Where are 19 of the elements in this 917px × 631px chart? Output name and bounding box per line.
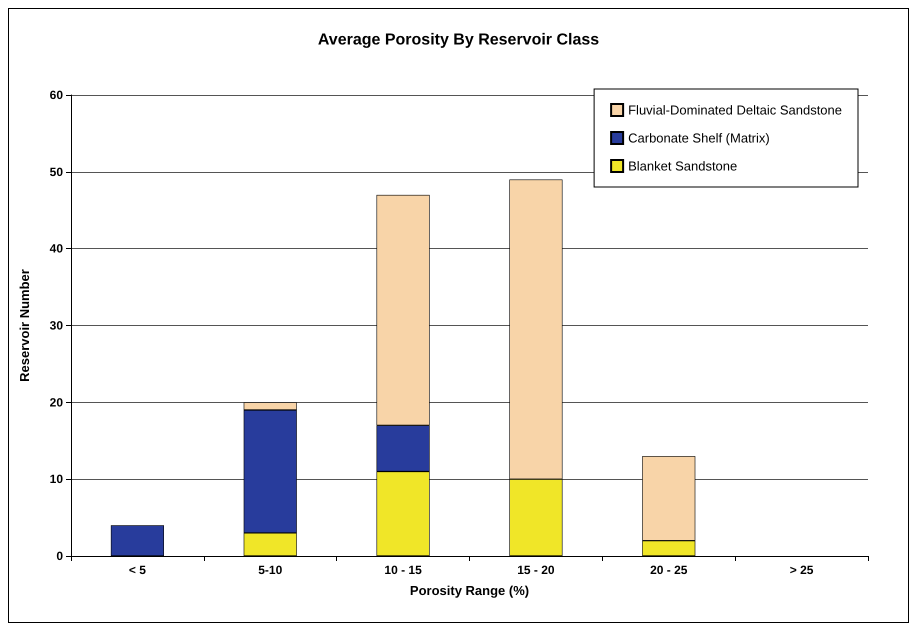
x-tick-label: 10 - 15 (384, 563, 422, 577)
x-tick-label: > 25 (790, 563, 814, 577)
legend-label: Fluvial-Dominated Deltaic Sandstone (628, 102, 842, 118)
y-tick-label: 0 (56, 549, 64, 563)
y-tick-label: 40 (50, 242, 64, 256)
legend-label: Carbonate Shelf (Matrix) (628, 130, 770, 146)
x-tick-label: 5-10 (258, 563, 283, 577)
chart-title: Average Porosity By Reservoir Class (318, 32, 600, 48)
y-tick-label: 10 (50, 472, 64, 486)
x-tick-label: < 5 (128, 563, 146, 577)
x-axis-title: Porosity Range (%) (410, 583, 530, 598)
x-tick-label: 15 - 20 (517, 563, 555, 577)
y-tick-label: 50 (50, 164, 64, 179)
x-tick-label: 20 - 25 (650, 563, 688, 577)
y-tick-label: 60 (50, 88, 64, 102)
y-tick-label: 20 (50, 395, 64, 410)
y-tick-label: 30 (50, 318, 64, 332)
legend-label: Blanket Sandstone (628, 158, 738, 174)
y-axis-title: Reservoir Number (17, 269, 32, 382)
